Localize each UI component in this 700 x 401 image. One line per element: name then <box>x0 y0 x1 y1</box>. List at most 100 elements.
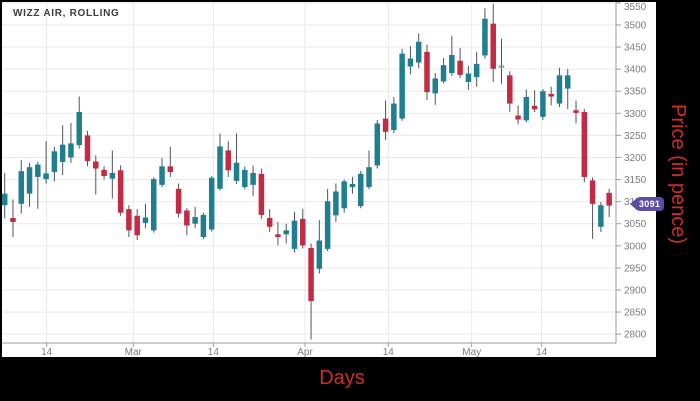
candle-body <box>126 209 132 231</box>
candle-body <box>324 201 331 249</box>
candle-body <box>316 240 323 269</box>
candle-body <box>35 164 41 177</box>
x-axis-label: Days <box>319 367 365 389</box>
candle-body <box>440 65 447 82</box>
candle-body <box>26 167 33 194</box>
candle-body <box>242 169 248 188</box>
candle-body <box>606 192 612 206</box>
badge-arrow-icon <box>630 197 638 211</box>
candle-body <box>300 218 306 246</box>
x-tick-label: Apr <box>297 347 313 358</box>
candle-body <box>184 210 190 226</box>
candle-body <box>382 118 389 132</box>
x-tick-label: 14 <box>41 347 53 358</box>
y-axis-label: Price (in pence) <box>667 104 689 245</box>
candle-body <box>424 51 430 93</box>
y-tick-label: 2950 <box>624 263 647 274</box>
y-tick-label: 3300 <box>624 109 647 120</box>
candle-body <box>490 23 496 69</box>
candle-body <box>473 63 480 78</box>
y-tick-label: 3000 <box>624 241 647 252</box>
y-tick-label: 3550 <box>624 2 647 13</box>
x-tick-label: 14 <box>383 347 395 358</box>
candle-body <box>167 166 174 173</box>
candle-body <box>507 75 513 104</box>
candle-body <box>1 193 8 206</box>
candle-body <box>258 173 265 215</box>
y-tick-label: 3450 <box>624 43 647 54</box>
y-tick-label: 2900 <box>624 285 647 296</box>
candle-body <box>200 214 207 237</box>
candle-body <box>523 96 530 121</box>
candle-body <box>341 181 347 209</box>
y-tick-label: 3400 <box>624 65 647 76</box>
candle-body <box>159 166 165 185</box>
candle-body <box>109 172 116 179</box>
candle-body <box>349 183 356 188</box>
candle-body <box>150 179 157 231</box>
candle-body <box>10 217 16 222</box>
y-tick-label: 3200 <box>624 153 647 164</box>
candle-body <box>266 217 273 227</box>
candle-body <box>175 188 182 214</box>
candle-body <box>515 115 521 120</box>
candle-body <box>598 205 604 227</box>
candle-body <box>357 173 364 207</box>
candle-body <box>101 169 107 177</box>
x-tick-label: 14 <box>208 347 220 358</box>
candle-body <box>233 162 240 181</box>
candle-body <box>531 105 538 110</box>
y-tick-label: 2850 <box>624 308 647 319</box>
candle-body <box>217 146 223 189</box>
candle-body <box>308 248 314 302</box>
candle-body <box>275 234 281 237</box>
candle-body <box>142 217 149 223</box>
candle-body <box>581 111 588 177</box>
candle-body <box>18 171 25 204</box>
candle-body <box>192 217 198 224</box>
y-tick-label: 3150 <box>624 175 647 186</box>
candle-body <box>482 18 488 56</box>
candle-body <box>366 167 372 188</box>
candle-body <box>208 177 215 230</box>
candle-body <box>415 41 422 63</box>
candle-body <box>84 135 91 162</box>
x-tick-label: 14 <box>536 347 548 358</box>
candle-body <box>449 55 455 74</box>
candle-body <box>76 111 82 146</box>
candle-body <box>117 170 124 213</box>
candle-body <box>43 173 49 180</box>
candle-body <box>540 91 546 117</box>
candle-body <box>573 110 579 113</box>
candle-body <box>457 60 463 75</box>
candle-body <box>407 58 414 67</box>
candle-body <box>556 75 563 104</box>
y-tick-label: 3500 <box>624 20 647 31</box>
candle-body <box>225 150 232 171</box>
candle-body <box>333 191 339 216</box>
candle-body <box>291 220 298 249</box>
y-tick-label: 3050 <box>624 219 647 230</box>
chart-title: WIZZ AIR, ROLLING <box>13 8 120 19</box>
candle-body <box>134 215 140 236</box>
candle-body <box>589 180 596 204</box>
y-tick-label: 3350 <box>624 87 647 98</box>
candle-body <box>432 78 439 94</box>
candle-body <box>399 53 405 119</box>
candle-body <box>283 230 289 235</box>
x-tick-label: Mar <box>125 347 143 358</box>
x-tick-label: May <box>462 347 481 358</box>
candle-body <box>59 144 66 162</box>
y-tick-label: 3250 <box>624 131 647 142</box>
last-price-badge: 3091 <box>630 197 665 211</box>
y-tick-label: 2800 <box>624 330 647 341</box>
candle-body <box>548 93 554 97</box>
candle-body <box>465 73 472 82</box>
candle-body <box>564 75 571 89</box>
candle-body <box>51 151 58 173</box>
candle-body <box>498 65 505 68</box>
last-price-value: 3091 <box>638 197 665 211</box>
candle-body <box>93 161 99 169</box>
